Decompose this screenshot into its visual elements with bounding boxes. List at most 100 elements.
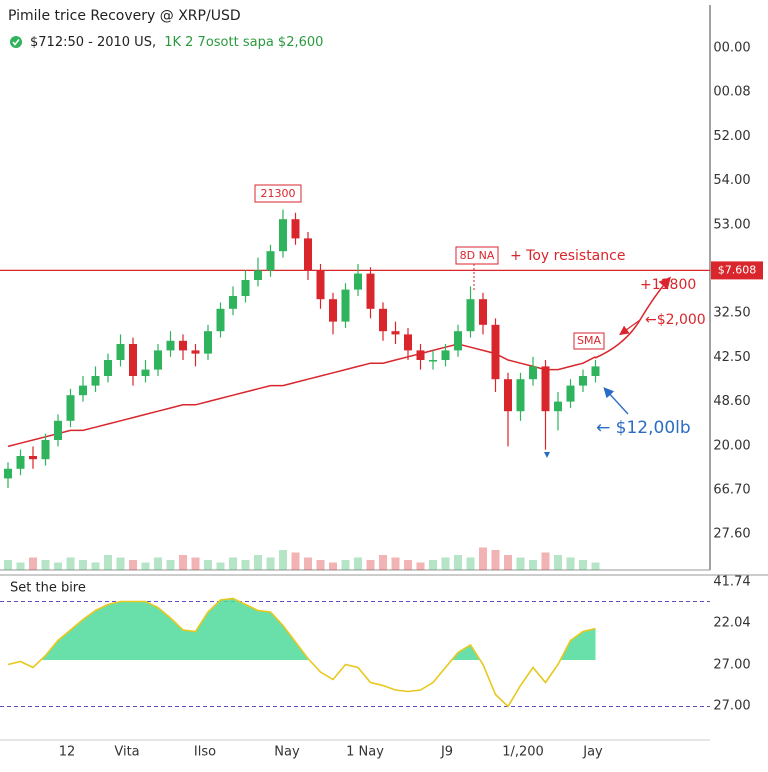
- annotation-box: [254, 184, 302, 203]
- x-axis-label: J9: [440, 745, 453, 760]
- y-axis-label: 00.08: [713, 85, 750, 100]
- volume-bar: [441, 557, 450, 570]
- volume-bar: [54, 562, 62, 570]
- x-axis-label: Ilso: [194, 745, 216, 760]
- annotation-box: [455, 246, 499, 265]
- volume-bar: [166, 560, 175, 570]
- annotation: + Toy resistance: [510, 248, 625, 264]
- chart-title: Pimile trice Recovery @ XRP/USD: [8, 8, 241, 24]
- annotation: SMA: [577, 334, 601, 347]
- volume-bar: [416, 562, 425, 570]
- subtitle-highlight: 1K 2 7osott sapa $2,600: [164, 35, 323, 50]
- candle-body: [66, 395, 75, 421]
- y-axis-label: 53.00: [713, 217, 750, 232]
- candle-body: [91, 376, 100, 386]
- volume-bar: [141, 562, 150, 570]
- volume-bar: [129, 560, 137, 570]
- candle-body: [466, 299, 475, 332]
- candle-body: [154, 350, 162, 370]
- volume-bar: [104, 555, 112, 570]
- annotation: +11800: [640, 277, 696, 293]
- annotation-arrow: [603, 387, 629, 415]
- y-axis-label: 27.00: [713, 658, 750, 673]
- candle-body: [591, 366, 600, 376]
- candle-body: [229, 296, 237, 309]
- candle-body: [104, 360, 112, 376]
- volume-bar: [454, 555, 462, 570]
- volume-bar: [516, 557, 525, 570]
- volume-bar: [541, 552, 550, 570]
- volume-bar: [579, 560, 587, 570]
- candle-body: [304, 238, 312, 271]
- candle-body: [266, 251, 275, 271]
- candle-body: [279, 219, 287, 252]
- volume-bar: [529, 560, 537, 570]
- volume-bar: [216, 562, 225, 570]
- volume-bar: [16, 562, 25, 570]
- candle-body: [429, 360, 437, 362]
- candle-body: [316, 270, 325, 300]
- volume-bar: [591, 562, 600, 570]
- candle-body: [341, 289, 350, 322]
- candle-body: [29, 456, 37, 460]
- annotation: 8D NA: [460, 249, 495, 262]
- resistance-label: $7.608: [718, 263, 757, 276]
- volume-bar: [229, 557, 237, 570]
- x-axis-label: 1/,200: [502, 745, 544, 760]
- y-axis-label: 66.70: [713, 483, 750, 498]
- candle-body: [516, 379, 525, 412]
- candle-body: [404, 334, 412, 351]
- candle-body: [166, 340, 175, 351]
- annotation: ← $12,00lb: [596, 418, 691, 438]
- candle-body: [379, 308, 387, 332]
- pane-label: Set the bire: [10, 581, 86, 596]
- candle-body: [391, 331, 400, 335]
- check-mark: [12, 39, 20, 46]
- volume-bar: [316, 560, 325, 570]
- candle-body: [241, 280, 250, 296]
- candle-body: [366, 273, 375, 309]
- candle-body: [16, 456, 25, 469]
- volume-bar: [466, 557, 475, 570]
- x-axis-label: Jay: [582, 745, 603, 760]
- subtitle-text: $712:50 - 2010 US,: [30, 35, 156, 50]
- volume-bar: [179, 555, 187, 570]
- candle-body: [491, 324, 500, 380]
- volume-bar: [154, 557, 162, 570]
- volume-bar: [304, 557, 312, 570]
- volume-bar: [566, 557, 575, 570]
- marker-icon: [544, 452, 550, 458]
- volume-bar: [254, 555, 262, 570]
- candle-body: [454, 331, 462, 351]
- annotation: ←$2,000: [645, 312, 706, 328]
- x-axis-label: 12: [59, 745, 76, 760]
- volume-bar: [329, 562, 337, 570]
- candle-body: [116, 344, 125, 360]
- volume-bar: [404, 560, 412, 570]
- candle-body: [54, 420, 62, 440]
- candle-body: [554, 401, 562, 412]
- y-axis-label: 54.00: [713, 173, 750, 188]
- resistance-badge: [711, 261, 763, 280]
- x-axis-label: 1 Nay: [346, 745, 384, 760]
- candle-body: [566, 385, 575, 402]
- volume-bar: [479, 547, 487, 570]
- candle-body: [41, 440, 50, 460]
- annotation: 21300: [261, 187, 296, 200]
- volume-bar: [29, 557, 37, 570]
- y-axis-label: 27.60: [713, 527, 750, 542]
- y-axis-label: 52.00: [713, 129, 750, 144]
- volume-bar: [291, 552, 300, 570]
- candle-body: [141, 369, 150, 376]
- volume-bar: [79, 560, 87, 570]
- subtitle: $712:50 - 2010 US, 1K 2 7osott sapa $2,6…: [30, 35, 323, 50]
- y-axis-label: 42.50: [713, 350, 750, 365]
- candle-body: [441, 350, 450, 360]
- candle-body: [479, 299, 487, 325]
- candle-body: [579, 376, 587, 386]
- candle-body: [254, 270, 262, 280]
- volume-bar: [91, 562, 100, 570]
- candle-body: [504, 379, 512, 412]
